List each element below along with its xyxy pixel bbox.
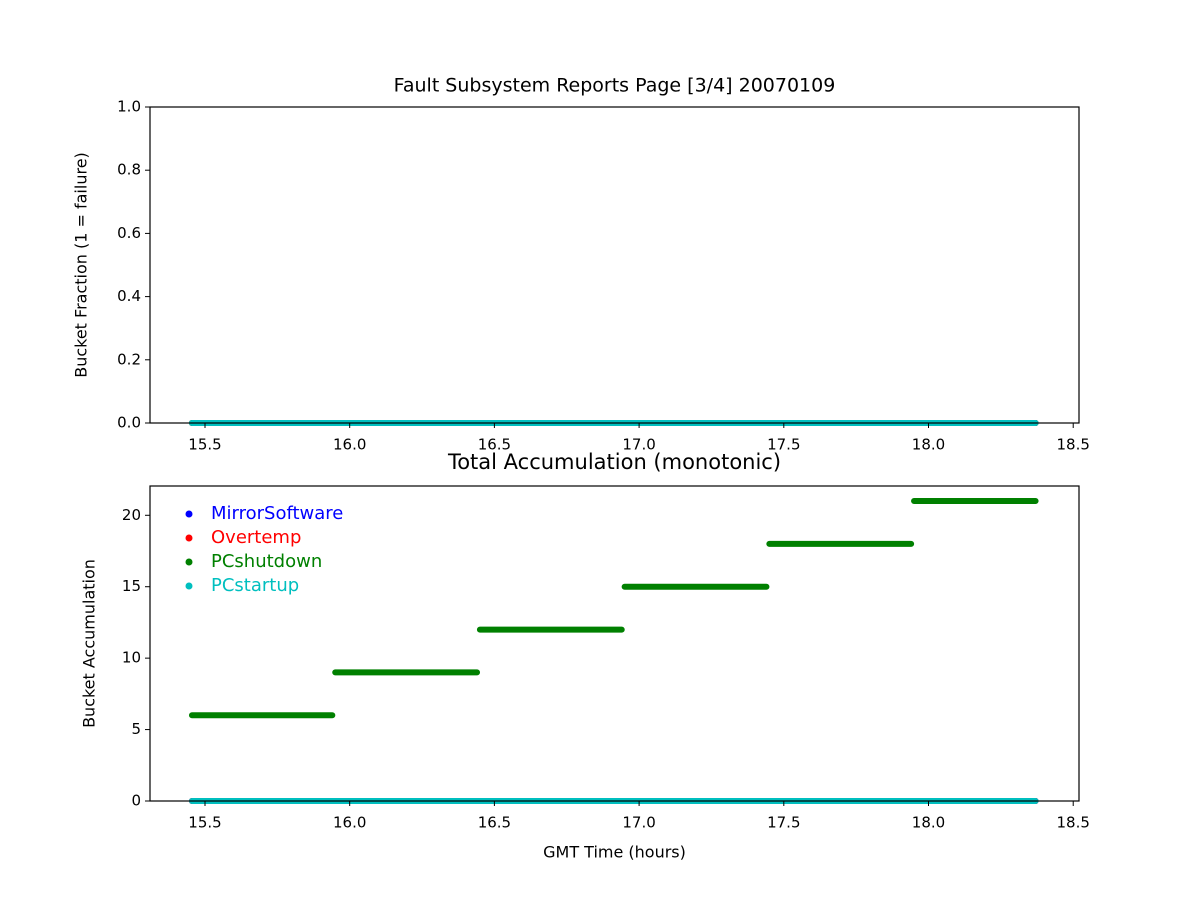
x-tick-label: 17.5 [767, 436, 800, 454]
y-tick-label: 0.2 [117, 350, 141, 368]
y-tick-label: 0.6 [117, 224, 141, 242]
y-tick-label: 15 [122, 577, 141, 595]
axes-frame [149, 485, 1080, 802]
legend-marker [185, 558, 193, 566]
legend-marker [185, 510, 193, 518]
legend-label: PCshutdown [211, 551, 322, 572]
legend-label: MirrorSoftware [211, 503, 343, 524]
x-tick-label: 18.5 [1057, 814, 1090, 832]
x-tick-label: 18.0 [912, 436, 945, 454]
x-tick-label: 16.0 [333, 436, 366, 454]
y-tick-label: 0.8 [117, 161, 141, 179]
legend-marker [185, 582, 193, 590]
series-line [188, 498, 1039, 719]
y-tick-label: 1.0 [117, 98, 141, 116]
legend-label: PCstartup [211, 575, 299, 596]
x-tick-label: 18.5 [1057, 436, 1090, 454]
y-axis-label: Bucket Fraction (1 = failure) [72, 152, 91, 378]
y-tick-label: 0.0 [117, 414, 141, 432]
y-tick-label: 10 [122, 649, 141, 667]
x-tick-label: 16.5 [478, 814, 511, 832]
x-tick-label: 17.5 [767, 814, 800, 832]
x-axis-label: GMT Time (hours) [543, 843, 686, 862]
x-tick-label: 18.0 [912, 814, 945, 832]
x-tick-label: 16.0 [333, 814, 366, 832]
x-tick-label: 16.5 [478, 436, 511, 454]
x-tick-label: 15.5 [188, 436, 221, 454]
y-axis-label: Bucket Accumulation [80, 559, 99, 728]
legend-marker [185, 534, 193, 542]
y-tick-label: 20 [122, 506, 141, 524]
legend-label: Overtemp [211, 527, 301, 548]
axes-frame [149, 106, 1080, 424]
chart-title: Fault Subsystem Reports Page [3/4] 20070… [394, 75, 836, 97]
y-tick-label: 5 [131, 720, 141, 738]
x-tick-label: 17.0 [622, 436, 655, 454]
y-tick-label: 0.4 [117, 287, 141, 305]
x-tick-label: 15.5 [188, 814, 221, 832]
x-tick-label: 17.0 [622, 814, 655, 832]
chart-title: Total Accumulation (monotonic) [447, 450, 781, 474]
y-tick-label: 0 [131, 792, 141, 810]
